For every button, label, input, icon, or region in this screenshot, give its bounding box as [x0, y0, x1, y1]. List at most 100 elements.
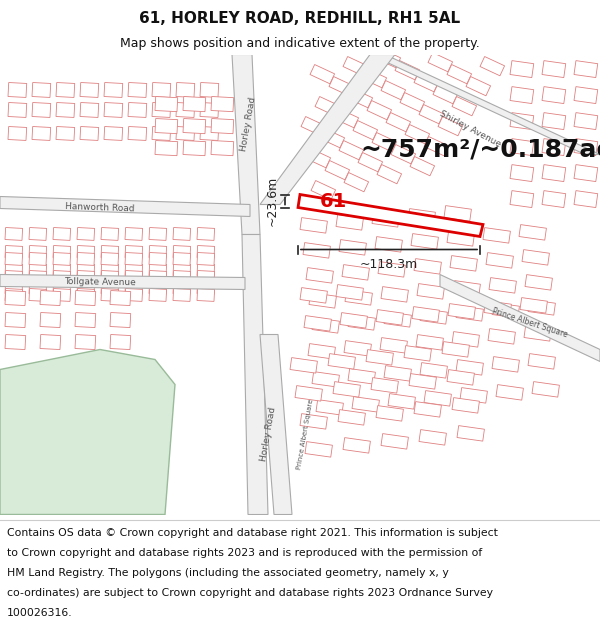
Bar — [125, 289, 143, 301]
Bar — [334, 109, 359, 127]
Bar — [125, 281, 143, 294]
Bar — [152, 82, 171, 98]
Bar — [312, 372, 340, 387]
Bar — [149, 271, 167, 283]
Text: co-ordinates) are subject to Crown copyright and database rights 2023 Ordnance S: co-ordinates) are subject to Crown copyr… — [7, 588, 493, 598]
Bar — [125, 253, 143, 266]
Bar — [104, 102, 123, 118]
Bar — [128, 126, 146, 141]
Bar — [316, 399, 343, 415]
Bar — [310, 64, 335, 84]
Bar — [447, 64, 472, 84]
Bar — [492, 302, 520, 318]
Bar — [5, 334, 26, 349]
Bar — [183, 141, 206, 156]
Bar — [56, 126, 74, 141]
Bar — [149, 281, 167, 294]
Text: 61, HORLEY ROAD, REDHILL, RH1 5AL: 61, HORLEY ROAD, REDHILL, RH1 5AL — [139, 11, 461, 26]
Bar — [574, 164, 598, 181]
Bar — [386, 112, 410, 132]
Bar — [309, 292, 337, 308]
Bar — [75, 334, 96, 349]
Bar — [305, 442, 332, 457]
Bar — [411, 234, 439, 249]
Bar — [101, 281, 119, 294]
Bar — [342, 264, 370, 280]
Bar — [416, 334, 443, 350]
Bar — [301, 116, 326, 136]
Bar — [444, 206, 472, 221]
Bar — [510, 61, 534, 78]
Bar — [375, 237, 403, 252]
Bar — [339, 141, 364, 160]
Bar — [532, 382, 559, 397]
Bar — [5, 312, 26, 328]
Bar — [420, 362, 448, 378]
Bar — [300, 217, 328, 233]
Bar — [329, 76, 353, 96]
Bar — [197, 289, 215, 301]
Text: to Crown copyright and database rights 2023 and is reproduced with the permissio: to Crown copyright and database rights 2… — [7, 548, 482, 558]
Bar — [75, 291, 96, 306]
Bar — [510, 191, 534, 208]
Bar — [75, 312, 96, 328]
Text: ~757m²/~0.187ac.: ~757m²/~0.187ac. — [360, 138, 600, 161]
Polygon shape — [370, 54, 600, 154]
Polygon shape — [260, 54, 395, 204]
Bar — [447, 369, 475, 385]
Bar — [496, 384, 523, 400]
Bar — [290, 357, 317, 373]
Bar — [101, 289, 119, 301]
Bar — [315, 96, 340, 116]
Text: Prince Albert Square: Prince Albert Square — [491, 306, 569, 339]
Bar — [29, 289, 47, 301]
Bar — [450, 256, 478, 271]
Bar — [448, 304, 475, 319]
Bar — [452, 332, 479, 347]
Bar — [466, 76, 491, 96]
Bar — [340, 312, 367, 328]
Bar — [404, 346, 431, 361]
Bar — [510, 112, 534, 129]
Bar — [32, 102, 51, 118]
Bar — [483, 228, 511, 243]
Bar — [412, 307, 439, 322]
Text: HM Land Registry. The polygons (including the associated geometry, namely x, y: HM Land Registry. The polygons (includin… — [7, 568, 449, 578]
Bar — [173, 289, 191, 301]
Bar — [152, 126, 170, 141]
Bar — [376, 309, 403, 325]
Bar — [149, 253, 167, 266]
Text: 61: 61 — [320, 192, 347, 211]
Bar — [176, 102, 195, 118]
Bar — [492, 357, 520, 372]
Bar — [5, 228, 23, 241]
Bar — [101, 228, 119, 241]
Text: 100026316.: 100026316. — [7, 608, 73, 618]
Bar — [453, 281, 481, 296]
Bar — [358, 152, 383, 172]
Bar — [211, 96, 234, 112]
Bar — [183, 96, 206, 112]
Bar — [200, 102, 219, 118]
Polygon shape — [298, 194, 483, 236]
Bar — [344, 173, 368, 192]
Text: ~118.3m: ~118.3m — [360, 258, 418, 271]
Bar — [77, 281, 95, 294]
Bar — [176, 82, 195, 98]
Bar — [528, 299, 556, 315]
Bar — [110, 312, 131, 328]
Bar — [197, 228, 215, 241]
Bar — [574, 112, 598, 129]
Bar — [125, 264, 143, 276]
Bar — [395, 61, 419, 80]
Polygon shape — [0, 196, 250, 216]
Polygon shape — [440, 274, 600, 361]
Bar — [343, 438, 370, 453]
Bar — [56, 82, 75, 98]
Bar — [419, 429, 446, 445]
Text: Contains OS data © Crown copyright and database right 2021. This information is : Contains OS data © Crown copyright and d… — [7, 528, 498, 538]
Bar — [380, 338, 407, 353]
Bar — [348, 89, 373, 107]
Bar — [400, 92, 425, 112]
Bar — [53, 264, 71, 276]
